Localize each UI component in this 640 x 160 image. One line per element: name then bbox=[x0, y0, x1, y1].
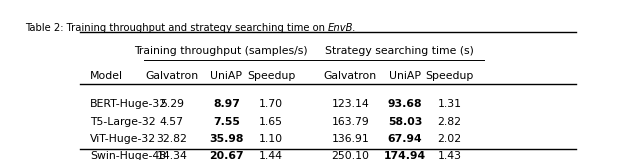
Text: 174.94: 174.94 bbox=[384, 151, 426, 160]
Text: BERT-Huge-32: BERT-Huge-32 bbox=[90, 99, 167, 109]
Text: 20.67: 20.67 bbox=[209, 151, 244, 160]
Text: 35.98: 35.98 bbox=[209, 134, 243, 144]
Text: 2.02: 2.02 bbox=[438, 134, 461, 144]
Text: 58.03: 58.03 bbox=[388, 116, 422, 127]
Text: 4.57: 4.57 bbox=[160, 116, 184, 127]
Text: 136.91: 136.91 bbox=[332, 134, 369, 144]
Text: Training throughput (samples/s): Training throughput (samples/s) bbox=[134, 46, 308, 56]
Text: Strategy searching time (s): Strategy searching time (s) bbox=[326, 46, 474, 56]
Text: 1.70: 1.70 bbox=[259, 99, 283, 109]
Text: 1.10: 1.10 bbox=[259, 134, 283, 144]
Text: Speedup: Speedup bbox=[247, 71, 295, 81]
Text: 1.44: 1.44 bbox=[259, 151, 283, 160]
Text: 67.94: 67.94 bbox=[388, 134, 422, 144]
Text: ViT-Huge-32: ViT-Huge-32 bbox=[90, 134, 156, 144]
Text: 32.82: 32.82 bbox=[156, 134, 187, 144]
Text: 1.43: 1.43 bbox=[438, 151, 461, 160]
Text: EnvB.: EnvB. bbox=[328, 23, 356, 33]
Text: UniAP: UniAP bbox=[211, 71, 243, 81]
Text: 2.82: 2.82 bbox=[438, 116, 461, 127]
Text: Table 2: Training throughput and strategy searching time on: Table 2: Training throughput and strateg… bbox=[25, 23, 328, 33]
Text: Galvatron: Galvatron bbox=[324, 71, 377, 81]
Text: 7.55: 7.55 bbox=[213, 116, 240, 127]
Text: 1.31: 1.31 bbox=[438, 99, 461, 109]
Text: Speedup: Speedup bbox=[426, 71, 474, 81]
Text: 14.34: 14.34 bbox=[156, 151, 187, 160]
Text: 123.14: 123.14 bbox=[332, 99, 369, 109]
Text: Model: Model bbox=[90, 71, 123, 81]
Text: 163.79: 163.79 bbox=[332, 116, 369, 127]
Text: Swin-Huge-48: Swin-Huge-48 bbox=[90, 151, 166, 160]
Text: 1.65: 1.65 bbox=[259, 116, 283, 127]
Text: T5-Large-32: T5-Large-32 bbox=[90, 116, 156, 127]
Text: 250.10: 250.10 bbox=[332, 151, 369, 160]
Text: 8.97: 8.97 bbox=[213, 99, 240, 109]
Text: 93.68: 93.68 bbox=[388, 99, 422, 109]
Text: 5.29: 5.29 bbox=[160, 99, 184, 109]
Text: Galvatron: Galvatron bbox=[145, 71, 198, 81]
Text: UniAP: UniAP bbox=[389, 71, 421, 81]
